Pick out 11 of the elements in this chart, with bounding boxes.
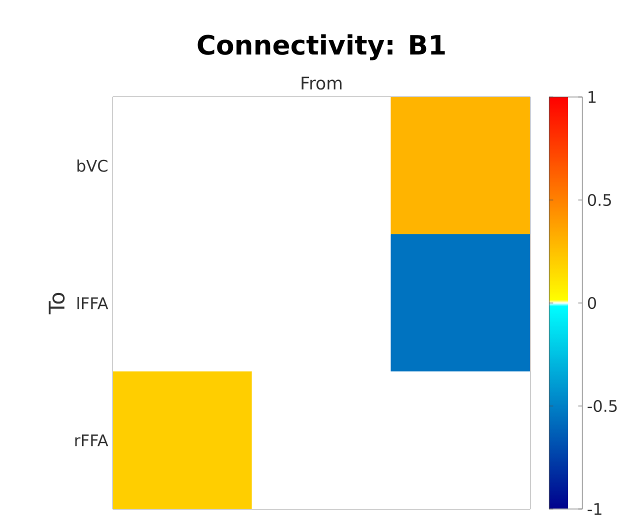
x-axis-title: From xyxy=(302,76,342,90)
color-bar-label: -1 xyxy=(588,503,602,515)
color-bar-label: 0.5 xyxy=(588,194,611,206)
color-bar-label: 0 xyxy=(588,296,596,310)
color-bar-label: 1 xyxy=(588,91,596,103)
y-axis-title: To xyxy=(48,292,65,314)
y-tick-label: lFFA xyxy=(77,296,108,310)
color-bar-label: -0.5 xyxy=(588,400,617,412)
chart-title: Connectivity: B1 xyxy=(198,34,445,60)
y-tick-label: bVC xyxy=(77,159,108,172)
y-tick-label: rFFA xyxy=(75,434,108,446)
